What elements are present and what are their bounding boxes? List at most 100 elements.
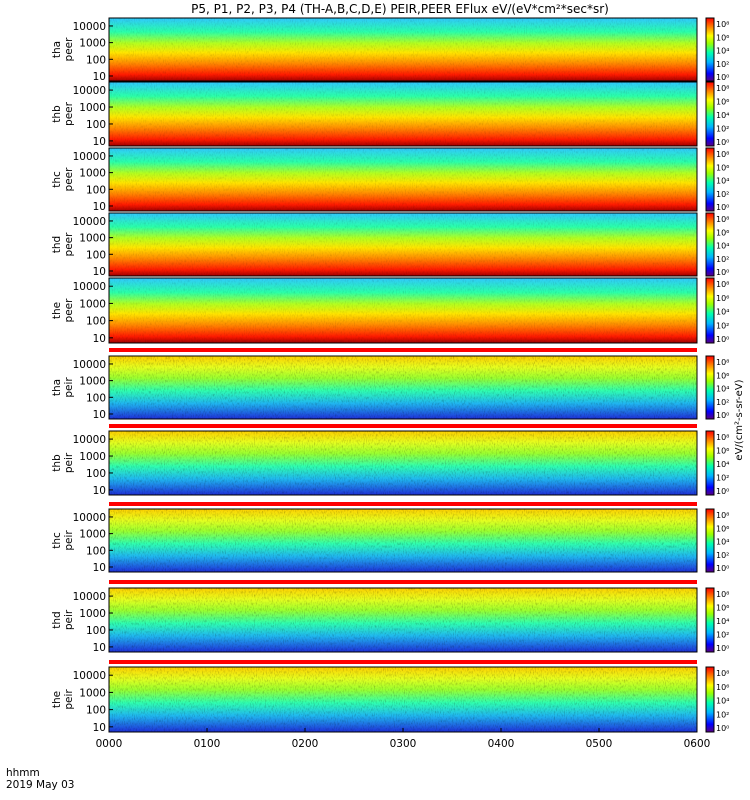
y-tick-label: 10000 [73,216,106,228]
y-tick-label: 10000 [73,359,106,371]
y-tick-label: 10000 [73,21,106,33]
panel-thc-peer: 10000 1000 100 10 thc peer 10⁸ 10⁶ 10⁴ 10² 10⁰ [51,147,729,213]
colorbar-tick-label: 10⁴ [716,617,729,626]
panel-probe-label: thd [51,611,63,628]
x-tick-label: 0500 [586,738,613,750]
panel-instrument-label: peer [63,167,75,192]
x-tick-labels: 0000 0100 0200 0300 0400 0500 0600 [96,728,710,750]
panel-probe-label: thb [51,105,63,123]
x-tick-label: 0200 [292,738,319,750]
colorbar-tick-label: 10⁶ [716,163,729,172]
colorbar-tick-label: 10⁶ [716,228,729,237]
colorbar-tick-label: 10⁴ [716,697,729,706]
colorbar-tick-label: 10⁴ [716,308,729,317]
panel-thc-peir: 10000 1000 100 10 thc peir 10⁸ 10⁶ 10⁴ 10² 10⁰ [51,508,729,574]
colorbar-tick-label: 10⁸ [716,215,729,224]
y-tick-label: 1000 [79,376,106,388]
colorbar-tick-label: 10⁸ [716,669,729,678]
colorbar-tick-label: 10⁴ [716,385,729,394]
y-tick-label: 10000 [73,85,106,97]
colorbar-tick-label: 10⁰ [716,564,729,573]
colorbar-tick-label: 10⁶ [716,447,729,456]
colorbar-tick-label: 10⁸ [716,433,729,442]
y-tick-label: 100 [86,625,106,637]
mode-bar [109,348,697,352]
panel-frame [108,277,698,344]
x-tick-label: 0100 [194,738,221,750]
colorbar-tick-label: 10⁸ [716,590,729,599]
panel-thb-peer: 10000 1000 100 10 thb peer 10⁸ 10⁶ 10⁴ 10² 10⁰ [51,81,729,148]
y-tick-label: 1000 [79,529,106,541]
spectrogram-noise [109,509,697,572]
panel-thb-peir: 10000 1000 100 10 thb peir 10⁸ 10⁶ 10⁴ 10² 10⁰ [51,430,729,497]
spectrogram-noise [109,213,697,276]
colorbar-tick-label: 10⁶ [716,604,729,613]
panel-instrument-label: peir [63,530,75,551]
y-tick-label: 1000 [79,168,106,180]
spectrogram-noise [109,18,697,81]
colorbar-tick-label: 10² [716,398,729,407]
colorbar-tick-label: 10⁴ [716,242,729,251]
colorbar-tick-label: 10⁸ [716,511,729,520]
colorbar-units-label: eV/(cm²-s-sr-eV) [734,379,745,460]
y-tick-label: 10 [93,71,106,83]
colorbar [705,147,715,212]
y-tick-label: 1000 [79,233,106,245]
panel-probe-label: thb [51,454,63,472]
panel-the-peir: 10000 1000 100 10 the peir 10⁸ 10⁶ 10⁴ 10² 10⁰ [51,666,729,734]
y-tick-label: 10 [93,266,106,278]
panel-probe-label: thc [51,171,63,188]
colorbar-tick-label: 10² [716,474,729,483]
panel-frame [108,587,698,653]
colorbar-tick-label: 10² [716,190,729,199]
spectrogram-noise [109,431,697,495]
mode-bar [109,424,697,428]
colorbar-tick-label: 10⁴ [716,177,729,186]
panel-instrument-label: peir [63,377,75,398]
y-tick-label: 100 [86,119,106,131]
colorbar-tick-label: 10² [716,710,729,719]
colorbar-tick-label: 10⁰ [716,138,729,147]
chart-title: P5, P1, P2, P3, P4 (TH-A,B,C,D,E) PEIR,P… [191,2,609,16]
y-tick-label: 100 [86,468,106,480]
colorbar [705,508,715,573]
colorbar-tick-label: 10⁰ [716,724,729,733]
colorbar [705,17,715,82]
y-tick-label: 1000 [79,38,106,50]
colorbar-tick-label: 10⁶ [716,371,729,380]
panel-frame [108,81,698,147]
colorbar-tick-label: 10² [716,631,729,640]
panels-group: 10000 1000 100 10 tha peer 10⁸ 10⁶ 10⁴ 10² 10⁰ 1000… [51,17,729,734]
y-tick-label: 10000 [73,434,106,446]
panel-probe-label: tha [51,379,63,396]
colorbar-tick-label: 10⁰ [716,335,729,344]
mode-bar [109,580,697,584]
x-axis-label: hhmm [6,767,40,779]
y-tick-label: 10000 [73,512,106,524]
x-tick-label: 0400 [488,738,515,750]
colorbar [705,355,715,420]
colorbar-tick-label: 10⁴ [716,111,729,120]
colorbar-tick-label: 10² [716,255,729,264]
y-tick-label: 100 [86,184,106,196]
colorbar-tick-label: 10⁸ [716,358,729,367]
y-tick-label: 10 [93,333,106,345]
panel-tha-peir: 10000 1000 100 10 tha peir 10⁸ 10⁶ 10⁴ 10² 10⁰ [51,355,729,421]
spectrogram-noise [109,82,697,146]
y-tick-label: 10 [93,562,106,574]
y-tick-label: 100 [86,705,106,717]
panel-frame [108,17,698,82]
colorbar-tick-label: 10⁴ [716,47,729,56]
panel-frame [108,430,698,496]
colorbar-tick-label: 10⁰ [716,487,729,496]
y-tick-label: 10 [93,485,106,497]
panel-probe-label: thd [51,236,63,253]
panel-instrument-label: peer [63,101,75,126]
y-tick-label: 10 [93,722,106,734]
y-tick-label: 10000 [73,151,106,163]
panel-probe-label: the [51,691,63,708]
panel-frame [108,212,698,277]
y-tick-label: 100 [86,545,106,557]
colorbar-tick-label: 10⁸ [716,84,729,93]
colorbar-tick-label: 10⁰ [716,203,729,212]
